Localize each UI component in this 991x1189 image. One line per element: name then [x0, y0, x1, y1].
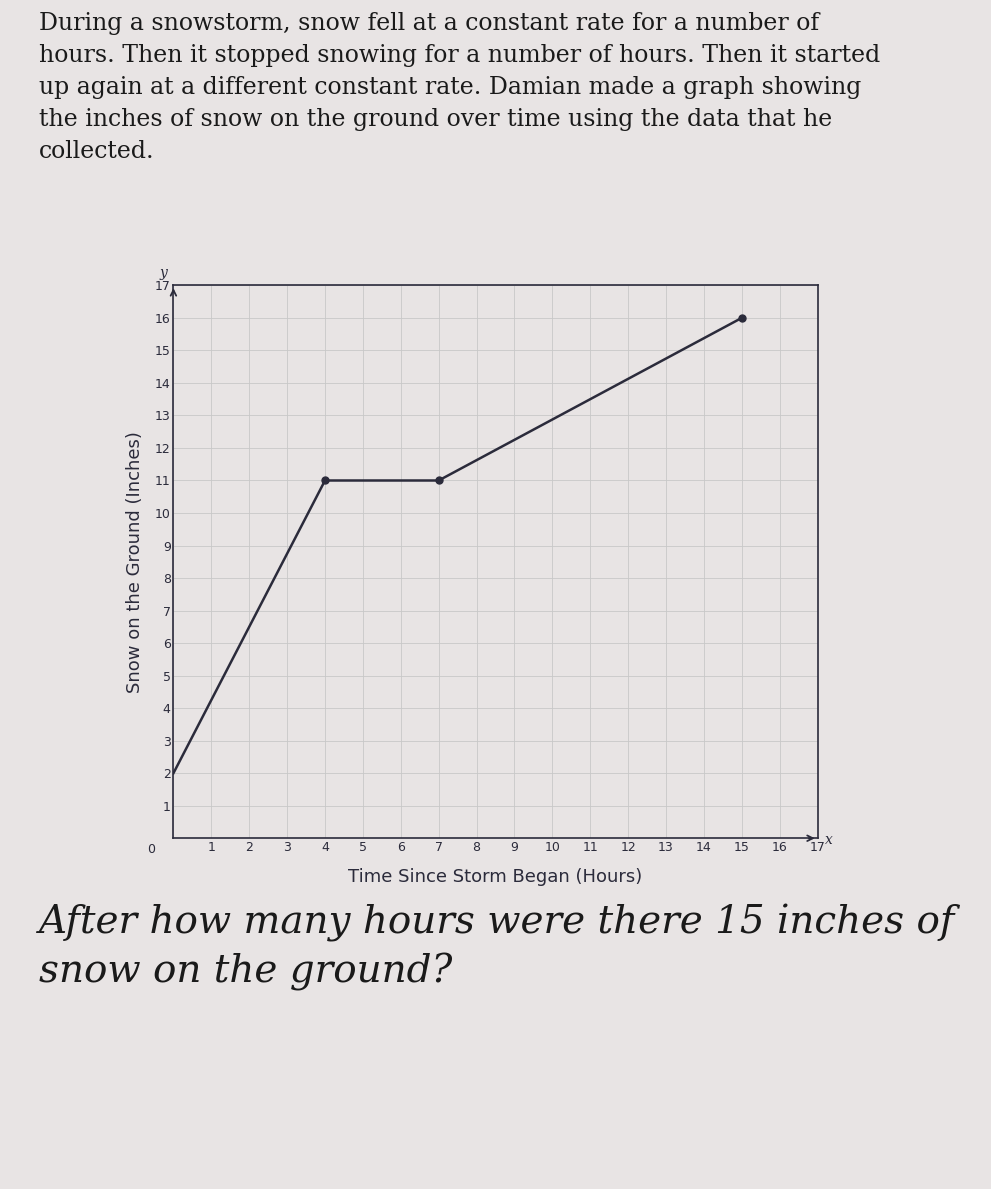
Y-axis label: Snow on the Ground (Inches): Snow on the Ground (Inches): [126, 430, 144, 693]
Text: After how many hours were there 15 inches of
snow on the ground?: After how many hours were there 15 inche…: [40, 904, 955, 992]
Text: During a snowstorm, snow fell at a constant rate for a number of
hours. Then it : During a snowstorm, snow fell at a const…: [40, 12, 880, 163]
Text: x: x: [826, 832, 833, 847]
Text: y: y: [160, 266, 167, 281]
Text: 0: 0: [147, 843, 155, 856]
X-axis label: Time Since Storm Began (Hours): Time Since Storm Began (Hours): [349, 868, 642, 886]
